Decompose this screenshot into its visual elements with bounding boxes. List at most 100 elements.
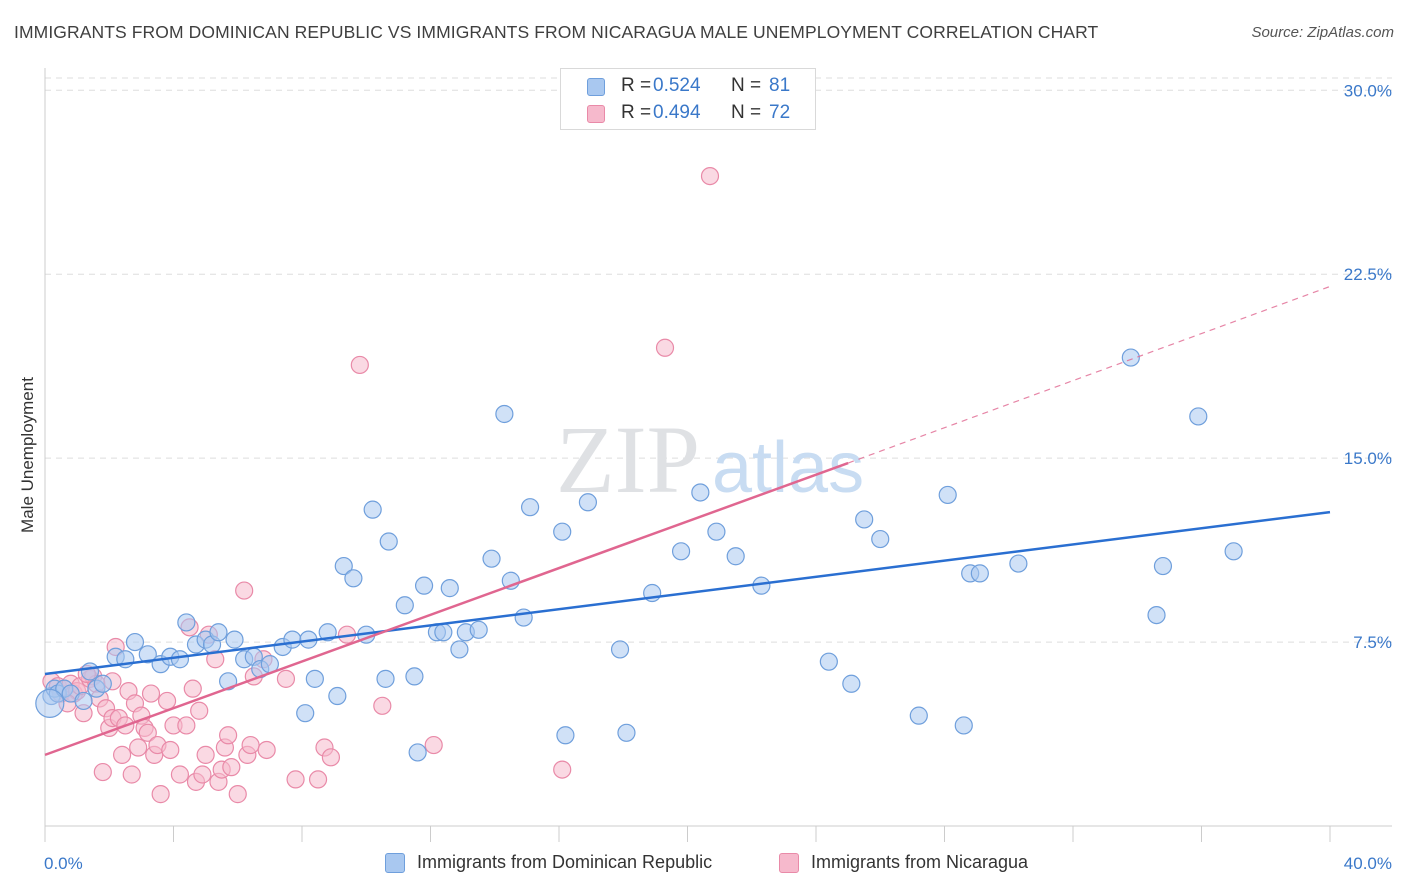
nicaragua-point	[93, 762, 112, 782]
n-label: N =	[731, 102, 762, 123]
dominican-point	[395, 596, 414, 615]
nicaragua-point	[424, 735, 443, 755]
y-tick-label: 22.5%	[1344, 265, 1392, 284]
nicaragua-point	[170, 765, 190, 784]
nicaragua-point	[196, 745, 215, 764]
dominican-point	[954, 716, 973, 735]
dominican-point	[871, 529, 890, 549]
dominican-point	[514, 608, 533, 627]
n-value: 81	[769, 75, 791, 96]
dominican-point	[938, 485, 957, 505]
nicaragua-point	[241, 735, 260, 755]
dominican-point	[74, 691, 93, 711]
nicaragua-point	[286, 770, 305, 789]
dominican-point	[80, 662, 100, 681]
nicaragua-point	[350, 355, 369, 375]
nicaragua-point	[321, 748, 341, 767]
watermark: ZIP atlas	[556, 406, 864, 513]
nicaragua-point	[138, 723, 157, 742]
dominican-point	[909, 706, 928, 725]
dominican-trend-line	[44, 510, 1331, 676]
nicaragua-point	[276, 669, 296, 688]
nicaragua-point	[151, 785, 170, 804]
nicaragua-point	[183, 679, 202, 698]
nicaragua-point	[308, 770, 328, 789]
dominican-point	[450, 640, 469, 659]
dominican-point	[177, 613, 196, 632]
trend-lines	[44, 285, 1331, 757]
nicaragua-point	[193, 765, 212, 784]
dominican-point	[405, 667, 424, 686]
y-tick-label: 30.0%	[1344, 81, 1392, 100]
nicaragua-point	[190, 701, 209, 720]
dominican-point	[617, 723, 636, 742]
r-label: R =	[621, 75, 652, 96]
gridlines	[45, 77, 1392, 643]
legend-label: Immigrants from Dominican Republic	[417, 852, 713, 872]
dominican-point	[296, 704, 315, 723]
dominican-point	[855, 510, 874, 529]
dominican-point	[138, 645, 157, 664]
dominican-points	[35, 348, 1243, 762]
x-tick-label-min: 0.0%	[44, 854, 83, 873]
dominican-point	[344, 569, 363, 588]
dominican-point	[842, 674, 861, 693]
dominican-point	[819, 652, 838, 671]
dominican-point	[414, 576, 434, 595]
nicaragua-point	[219, 726, 238, 745]
r-value: 0.494	[653, 102, 701, 123]
x-axis-ticks	[44, 826, 1331, 842]
n-value: 72	[769, 102, 791, 123]
watermark-zip: ZIP	[556, 406, 700, 513]
nicaragua-point	[222, 758, 241, 777]
y-tick-label: 7.5%	[1353, 633, 1392, 652]
dominican-point	[379, 532, 398, 551]
nicaragua-point	[112, 745, 132, 764]
nicaragua-point	[553, 760, 572, 779]
dominican-point-cluster	[35, 688, 65, 718]
dominican-point	[93, 674, 112, 693]
nicaragua-point	[373, 696, 392, 715]
legend-swatch-pink	[587, 105, 605, 123]
dominican-point	[283, 630, 302, 649]
chart-title: IMMIGRANTS FROM DOMINICAN REPUBLIC VS IM…	[14, 22, 1099, 42]
dominican-point	[328, 686, 347, 706]
dominican-point	[578, 493, 598, 512]
dominican-point	[1009, 554, 1028, 573]
dominican-point	[610, 640, 630, 659]
r-value: 0.524	[653, 75, 701, 96]
nicaragua-point	[161, 740, 180, 760]
nicaragua-point	[655, 338, 675, 357]
x-tick-label-max: 40.0%	[1344, 854, 1392, 873]
dominican-point	[726, 547, 745, 566]
source-label: Source: ZipAtlas.com	[1251, 24, 1394, 41]
dominican-point	[1147, 605, 1166, 625]
dominican-point	[334, 556, 353, 576]
dominican-point	[170, 650, 190, 669]
nicaragua-point	[235, 581, 254, 600]
dominican-point	[469, 620, 488, 639]
dominican-point	[1121, 348, 1140, 367]
dominican-point	[1153, 556, 1173, 576]
n-label: N =	[731, 75, 762, 96]
legend-swatch-blue	[385, 853, 405, 873]
dominican-point	[691, 483, 710, 502]
legend-label: Immigrants from Nicaragua	[811, 852, 1029, 872]
nicaragua-point	[228, 785, 247, 804]
legend-swatch-blue	[587, 78, 605, 96]
nicaragua-point	[129, 738, 148, 757]
dominican-point	[482, 549, 501, 568]
dominican-point	[305, 669, 324, 688]
dominican-point	[318, 623, 337, 642]
nicaragua-point	[257, 740, 276, 760]
dominican-point	[434, 623, 453, 642]
dominican-point	[125, 632, 145, 652]
nicaragua-trend-line-extrapolated	[847, 285, 1331, 464]
stats-legend: R = 0.524 N = 81 R = 0.494 N = 72	[560, 68, 816, 130]
legend-swatch-pink	[779, 853, 799, 873]
dominican-point	[363, 500, 382, 519]
dominican-point	[970, 564, 989, 583]
dominican-point	[376, 669, 395, 688]
y-tick-labels: 7.5% 15.0% 22.5% 30.0%	[1344, 81, 1392, 652]
